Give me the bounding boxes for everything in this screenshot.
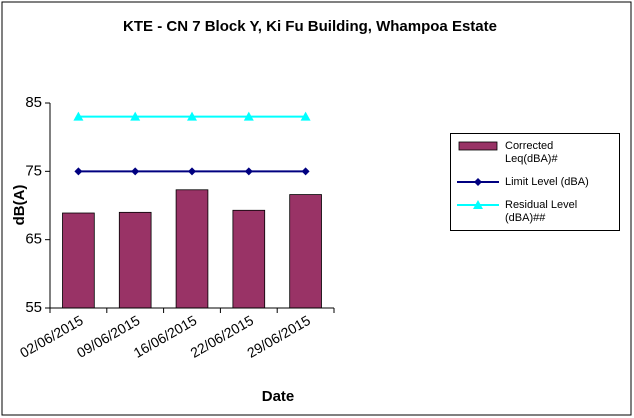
y-tick-label: 85	[25, 94, 42, 111]
bar	[118, 211, 152, 309]
bar	[289, 194, 322, 309]
x-tick-label: 09/06/2015	[74, 312, 143, 361]
legend-entry: Limit Level (dBA)	[455, 176, 615, 189]
bar	[62, 212, 95, 309]
x-axis-label: Date	[262, 388, 295, 405]
line-marker	[73, 111, 84, 121]
line-marker	[244, 167, 253, 176]
line-marker	[301, 167, 310, 176]
legend-swatch	[457, 178, 499, 186]
line-marker	[130, 111, 141, 121]
line-marker	[187, 111, 197, 121]
legend-label: Limit Level (dBA)	[505, 176, 589, 188]
legend: Corrected Leq(dBA)# Limit Level (dBA) Resi…	[450, 133, 620, 231]
line-marker	[243, 111, 254, 121]
y-tick-label: 55	[25, 299, 42, 316]
y-tick-label: 65	[25, 231, 42, 248]
line-marker	[131, 167, 140, 176]
line-marker	[188, 167, 196, 176]
legend-entry: Corrected Leq(dBA)#	[455, 140, 615, 166]
legend-bar	[458, 141, 498, 151]
x-tick-label: 22/06/2015	[187, 312, 256, 361]
chart-title: KTE - CN 7 Block Y, Ki Fu Building, Wham…	[123, 18, 497, 35]
line-marker	[74, 167, 83, 176]
legend-marker	[473, 200, 483, 209]
x-tick-label: 16/06/2015	[131, 312, 200, 361]
y-tick-label: 75	[25, 162, 42, 179]
legend-swatch	[457, 200, 499, 209]
legend-label: Corrected Leq(dBA)#	[505, 140, 558, 165]
y-axis-label: dB(A)	[11, 185, 28, 226]
legend-entry: Residual Level (dBA)##	[455, 199, 615, 225]
bar	[232, 209, 266, 309]
x-tick-label: 29/06/2015	[244, 312, 313, 361]
legend-label: Residual Level (dBA)##	[505, 199, 578, 224]
line-marker	[300, 111, 311, 121]
x-tick-label: 02/06/2015	[17, 312, 86, 361]
legend-swatch	[458, 141, 498, 151]
bar	[175, 189, 209, 309]
legend-marker	[474, 178, 482, 186]
